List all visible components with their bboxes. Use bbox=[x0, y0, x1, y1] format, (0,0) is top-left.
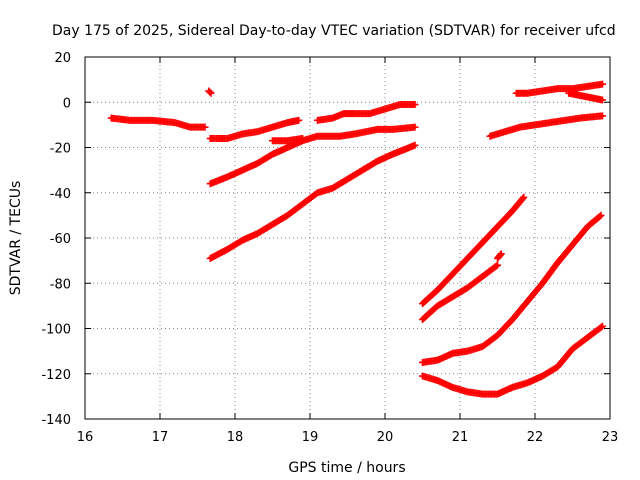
data-point bbox=[596, 212, 604, 220]
data-point bbox=[206, 88, 214, 96]
data-point bbox=[599, 80, 606, 88]
data-point bbox=[295, 116, 303, 124]
series-arc-03 bbox=[206, 116, 303, 142]
data-point bbox=[411, 101, 419, 109]
grid bbox=[85, 57, 610, 419]
series-arc-09 bbox=[419, 261, 501, 323]
series-arc-05 bbox=[269, 134, 306, 145]
data-points bbox=[107, 80, 606, 398]
series-arc-10 bbox=[494, 250, 505, 262]
y-tick-label: -60 bbox=[50, 232, 71, 247]
data-point bbox=[520, 193, 528, 201]
x-axis-label: GPS time / hours bbox=[288, 460, 405, 476]
data-point bbox=[494, 261, 501, 269]
data-point bbox=[411, 123, 419, 131]
data-point bbox=[599, 112, 606, 120]
x-tick-label: 18 bbox=[227, 430, 244, 445]
series-arc-14 bbox=[512, 80, 606, 97]
series-arc-02 bbox=[205, 87, 215, 97]
series-arc-13 bbox=[486, 112, 606, 140]
data-point bbox=[599, 96, 606, 104]
y-tick-label: 20 bbox=[54, 51, 71, 66]
x-tick-label: 19 bbox=[302, 430, 319, 445]
data-point bbox=[299, 134, 306, 142]
chart-title: Day 175 of 2025, Sidereal Day-to-day VTE… bbox=[52, 23, 616, 39]
series-arc-01 bbox=[107, 114, 209, 131]
x-tick-label: 22 bbox=[527, 430, 544, 445]
x-tick-label: 20 bbox=[377, 430, 394, 445]
x-tick-label: 21 bbox=[452, 430, 469, 445]
tick-labels: 16 17 18 19 20 21 22 23 -140 -120 -100 -80 -60 -40 -20… bbox=[41, 51, 618, 445]
series-arc-06 bbox=[206, 141, 419, 262]
x-tick-label: 23 bbox=[602, 430, 619, 445]
data-point bbox=[411, 141, 419, 149]
data-point bbox=[597, 211, 605, 219]
data-point bbox=[599, 322, 606, 330]
y-tick-label: -20 bbox=[50, 142, 71, 157]
series-arc-04 bbox=[206, 123, 419, 188]
y-tick-label: -80 bbox=[50, 277, 71, 292]
data-point bbox=[492, 262, 500, 270]
data-point bbox=[497, 250, 505, 258]
data-point bbox=[201, 123, 209, 131]
series-arc-08 bbox=[419, 193, 528, 308]
series-arc-12 bbox=[419, 322, 606, 398]
data-point bbox=[597, 323, 605, 331]
y-tick-label: 0 bbox=[63, 96, 71, 111]
y-axis-label: SDTVAR / TECUs bbox=[8, 181, 24, 296]
series-arc-11 bbox=[419, 211, 605, 366]
data-point bbox=[496, 251, 504, 259]
data-point bbox=[519, 194, 527, 202]
y-tick-label: -120 bbox=[41, 368, 71, 383]
y-tick-label: -40 bbox=[50, 187, 71, 202]
series-arc-15 bbox=[565, 89, 606, 104]
x-tick-label: 16 bbox=[77, 430, 94, 445]
y-tick-label: -100 bbox=[41, 323, 71, 338]
data-point bbox=[207, 89, 215, 97]
plot-frame bbox=[84, 56, 611, 420]
series-arc-07 bbox=[314, 101, 419, 124]
y-tick-label: -140 bbox=[41, 413, 71, 428]
x-tick-label: 17 bbox=[152, 430, 169, 445]
